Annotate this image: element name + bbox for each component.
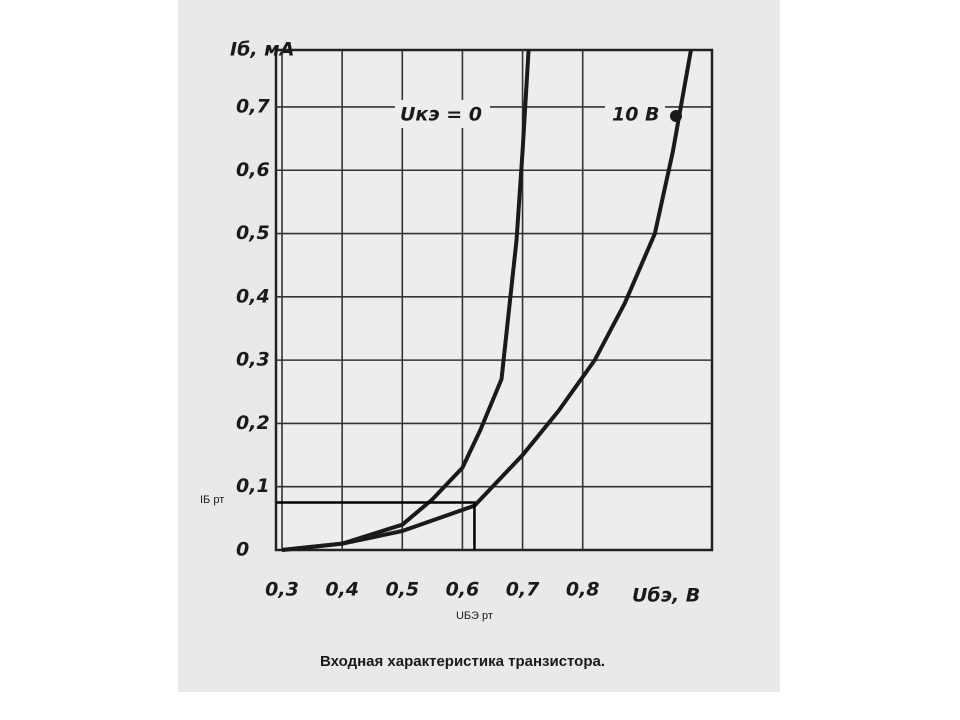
marker-dot [670,110,682,122]
x-tick-label: 0,6 [446,579,480,601]
y-tick-label: 0,7 [236,95,270,117]
x-axis-label: Uбэ, В [632,585,700,607]
curve [281,49,531,552]
x-tick-label: 0,3 [265,579,299,601]
y-tick-label: 0 [236,539,249,561]
label-bg [395,100,490,128]
y-tick-label: 0,2 [236,412,270,434]
y-tick-label: 0,1 [236,475,270,497]
label-bg [605,100,665,128]
operating-point-x-label: UБЭ рт [456,610,493,622]
x-tick-label: 0,5 [385,579,419,601]
y-tick-label: 0,3 [236,349,270,371]
plot-frame [274,48,714,552]
curve [281,49,693,552]
operating-point-y-label: IБ рт [200,494,224,506]
x-tick-label: 0,7 [506,579,540,601]
legend-label: Uкэ = 0 [400,104,482,126]
y-tick-label: 0,5 [236,222,270,244]
x-tick-label: 0,4 [325,579,359,601]
caption: Входная характеристика транзистора. [320,653,605,670]
y-tick-label: 0,6 [236,159,270,181]
operating-point-lines [276,501,476,550]
y-axis-label: Iб, мА [230,39,294,61]
x-tick-label: 0,8 [566,579,600,601]
y-tick-label: 0,4 [236,285,270,307]
legend-label: 10 В [612,104,660,126]
